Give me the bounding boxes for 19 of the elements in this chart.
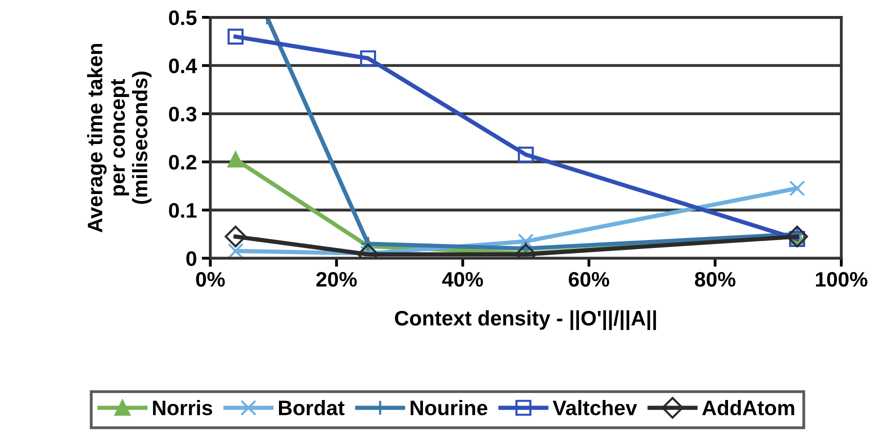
x-tick-label: 100%	[816, 272, 868, 287]
x-axis-title: Context density - ||O'||/||A||	[394, 310, 656, 330]
legend-label: Bordat	[278, 400, 344, 416]
legend-label: AddAtom	[702, 400, 794, 416]
x-tick-label: 0%	[196, 272, 225, 287]
x-tick-label: 80%	[694, 272, 736, 287]
y-tick-label: 0.4	[168, 58, 198, 74]
x-tick-label: 60%	[568, 272, 610, 287]
y-tick-label: 0.5	[168, 10, 197, 26]
legend-label: Valtchev	[552, 400, 638, 416]
x-tick-label: 20%	[316, 272, 357, 287]
y-tick-label: 0	[186, 251, 196, 266]
y-tick-label: 0.3	[168, 106, 196, 122]
legend-label: Nourine	[410, 400, 488, 416]
y-axis-title: Average time taken per concept (miliseconds)	[87, 44, 152, 232]
y-tick-label: 0.2	[168, 154, 196, 170]
x-tick-label: 40%	[442, 272, 484, 287]
legend-label: Norris	[153, 400, 212, 416]
y-tick-label: 0.1	[168, 203, 197, 218]
